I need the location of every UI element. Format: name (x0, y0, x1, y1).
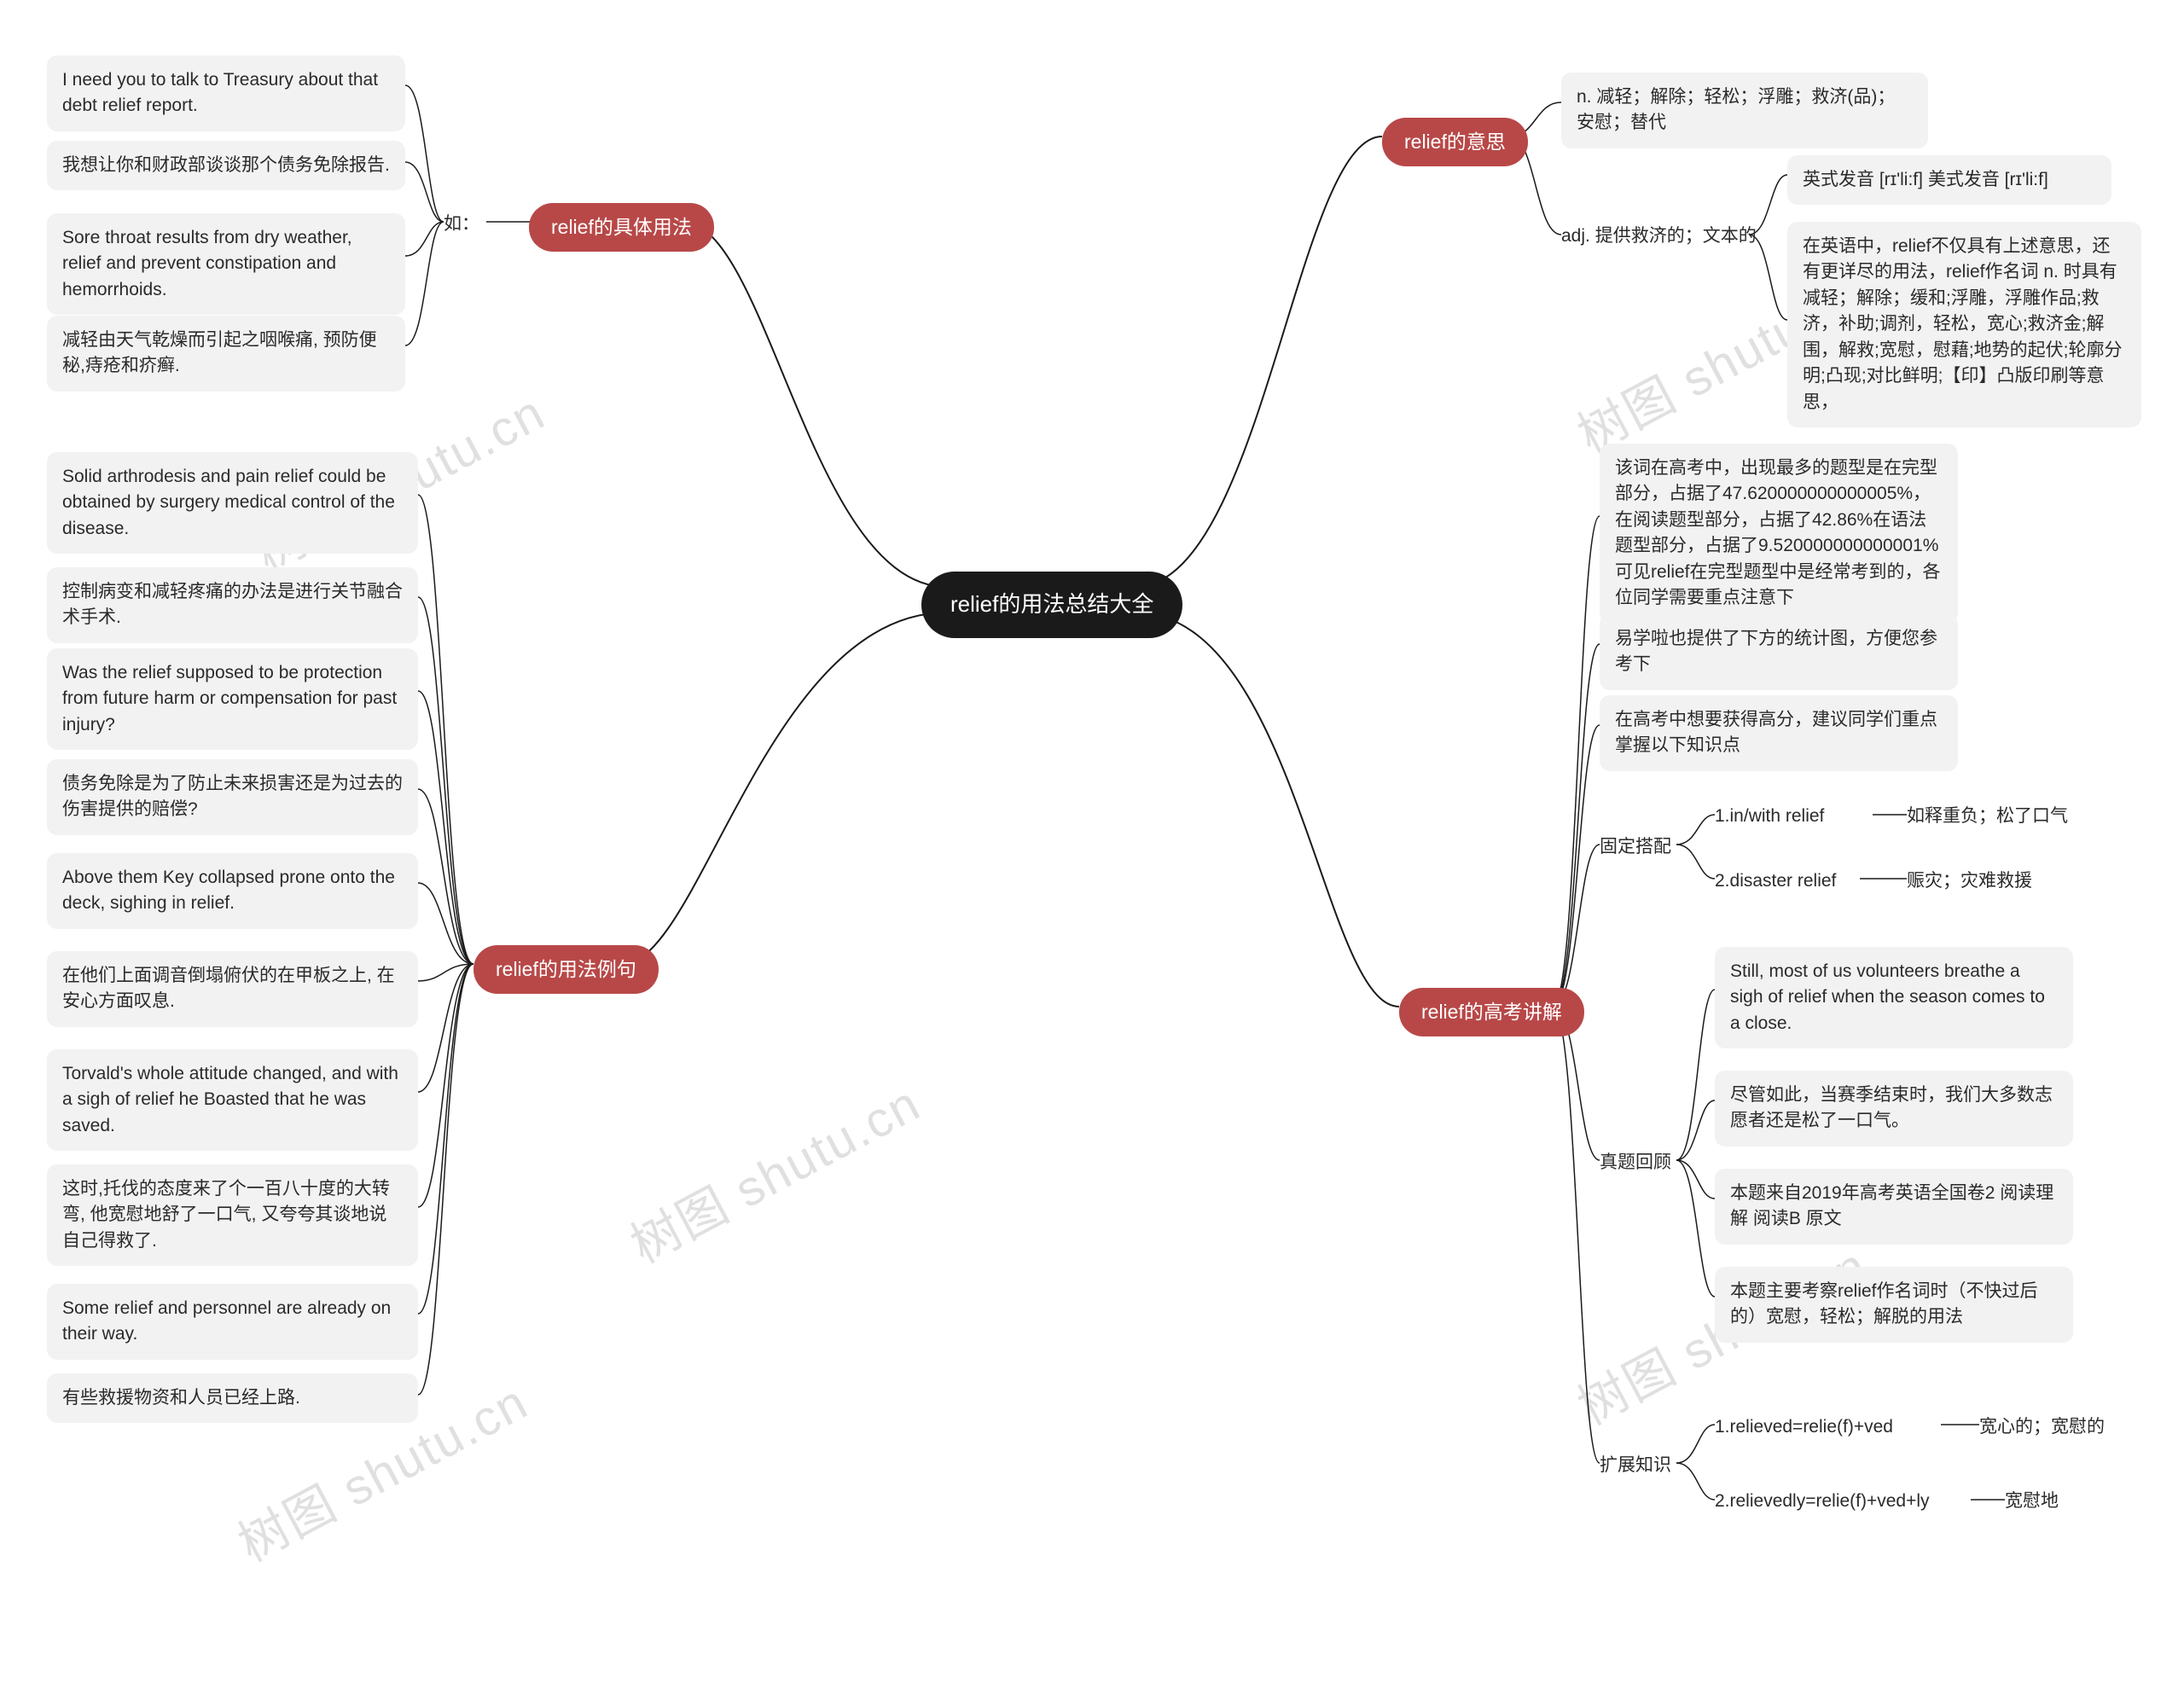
usage-leaf[interactable]: 减轻由天气乾燥而引起之咽喉痛, 预防便秘,痔疮和疥癣. (47, 316, 405, 392)
gaokao-intro[interactable]: 该词在高考中，出现最多的题型是在完型部分，占据了47.6200000000000… (1600, 444, 1958, 624)
fixed-item-v: 赈灾；灾难救援 (1907, 868, 2032, 894)
usage-leaf[interactable]: I need you to talk to Treasury about tha… (47, 55, 405, 131)
example-leaf[interactable]: 有些救援物资和人员已经上路. (47, 1373, 418, 1423)
fixed-item-v: 如释重负；松了口气 (1907, 804, 2068, 829)
fixed-item-k: 2.disaster relief (1715, 868, 1836, 894)
gaokao-intro[interactable]: 易学啦也提供了下方的统计图，方便您参考下 (1600, 614, 1958, 690)
example-leaf[interactable]: Solid arthrodesis and pain relief could … (47, 452, 418, 554)
extend-item-v: 宽慰地 (2005, 1489, 2059, 1514)
mindmap-canvas: 树图 shutu.cn 树图 shutu.cn 树图 shutu.cn 树图 s… (0, 0, 2184, 1701)
example-leaf[interactable]: Torvald's whole attitude changed, and wi… (47, 1049, 418, 1151)
usage-children-label: 如： (444, 212, 479, 237)
review-item[interactable]: 本题来自2019年高考英语全国卷2 阅读理解 阅读B 原文 (1715, 1169, 2073, 1245)
gaokao-fixed-label: 固定搭配 (1600, 834, 1671, 860)
fixed-item-k: 1.in/with relief (1715, 804, 1824, 829)
example-leaf[interactable]: 这时,托伐的态度来了个一百八十度的大转弯, 他宽慰地舒了一口气, 又夸夸其谈地说… (47, 1164, 418, 1266)
branch-gaokao[interactable]: relief的高考讲解 (1399, 988, 1584, 1036)
branch-usage[interactable]: relief的具体用法 (529, 203, 714, 252)
review-item[interactable]: 尽管如此，当赛季结束时，我们大多数志愿者还是松了一口气。 (1715, 1071, 2073, 1147)
watermark: 树图 shutu.cn (616, 1064, 931, 1276)
example-leaf[interactable]: Above them Key collapsed prone onto the … (47, 853, 418, 929)
meaning-adj-child[interactable]: 英式发音 [rɪ'li:f] 美式发音 [rɪ'li:f] (1787, 155, 2111, 205)
review-item[interactable]: Still, most of us volunteers breathe a s… (1715, 947, 2073, 1048)
gaokao-intro[interactable]: 在高考中想要获得高分，建议同学们重点掌握以下知识点 (1600, 695, 1958, 771)
branch-meaning[interactable]: relief的意思 (1382, 118, 1528, 166)
example-leaf[interactable]: 债务免除是为了防止未来损害还是为过去的伤害提供的赔偿? (47, 759, 418, 835)
example-leaf[interactable]: Was the relief supposed to be protection… (47, 648, 418, 750)
example-leaf[interactable]: Some relief and personnel are already on… (47, 1284, 418, 1360)
gaokao-review-label: 真题回顾 (1600, 1150, 1671, 1176)
meaning-adj-label: adj. 提供救济的；文本的 (1561, 224, 1757, 249)
example-leaf[interactable]: 控制病变和减轻疼痛的办法是进行关节融合术手术. (47, 567, 418, 643)
usage-leaf[interactable]: Sore throat results from dry weather, re… (47, 213, 405, 315)
gaokao-extend-label: 扩展知识 (1600, 1453, 1671, 1478)
extend-item-k: 1.relieved=relie(f)+ved (1715, 1414, 1893, 1440)
meaning-adj-child[interactable]: 在英语中，relief不仅具有上述意思，还有更详尽的用法，relief作名词 n… (1787, 222, 2141, 427)
meaning-noun[interactable]: n. 减轻；解除；轻松；浮雕；救济(品)；安慰；替代 (1561, 73, 1928, 148)
center-node[interactable]: relief的用法总结大全 (921, 572, 1182, 638)
usage-leaf[interactable]: 我想让你和财政部谈谈那个债务免除报告. (47, 141, 405, 190)
branch-examples[interactable]: relief的用法例句 (473, 945, 659, 994)
extend-item-v: 宽心的；宽慰的 (1979, 1414, 2105, 1440)
extend-item-k: 2.relievedly=relie(f)+ved+ly (1715, 1489, 1930, 1514)
review-item[interactable]: 本题主要考察relief作名词时（不快过后的）宽慰，轻松；解脱的用法 (1715, 1267, 2073, 1343)
example-leaf[interactable]: 在他们上面调音倒塌俯伏的在甲板之上, 在安心方面叹息. (47, 951, 418, 1027)
